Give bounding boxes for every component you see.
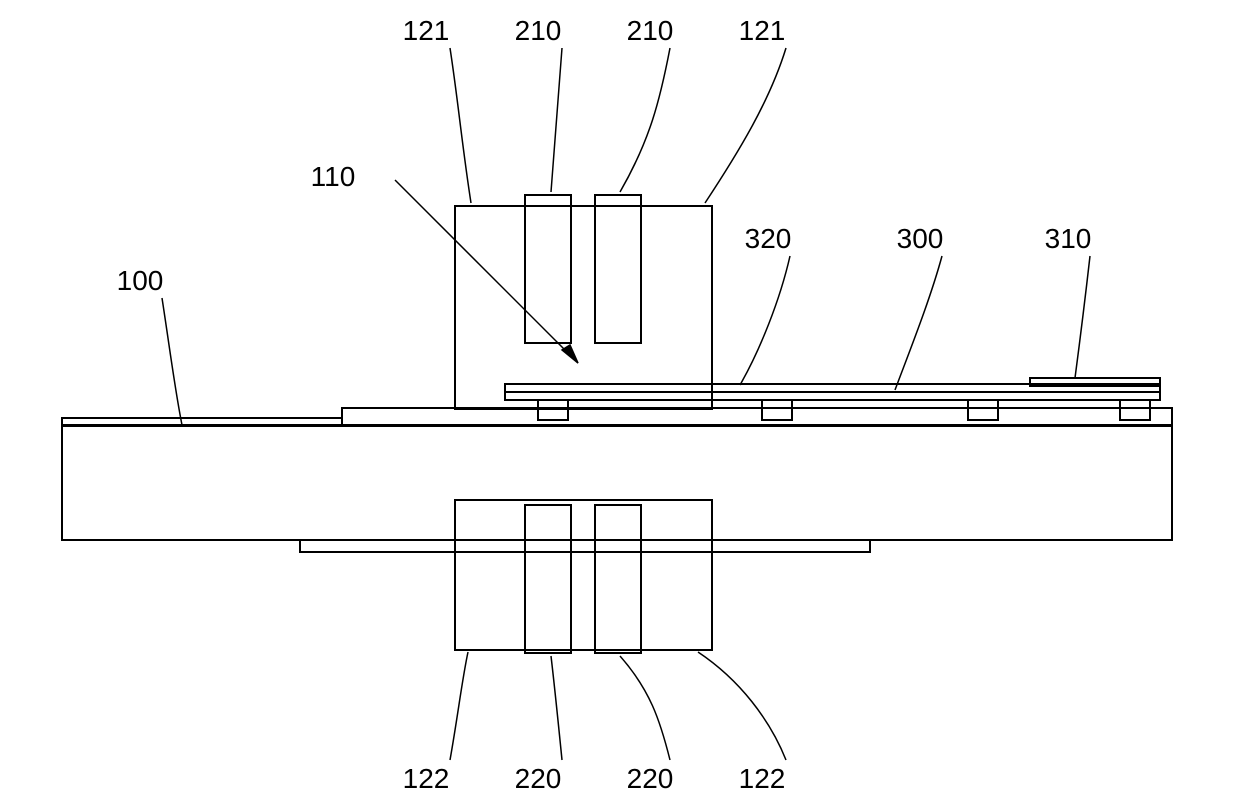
leader-l_122_left xyxy=(450,652,468,760)
label-lbl_122_right: 122 xyxy=(739,763,786,794)
leader-l_310 xyxy=(1075,256,1090,378)
label-lbl_210_right: 210 xyxy=(627,15,674,46)
label-lbl_220_right: 220 xyxy=(627,763,674,794)
label-lbl_220_left: 220 xyxy=(515,763,562,794)
shape-lower_inner_left xyxy=(525,505,571,653)
shape-center_block_bottom xyxy=(455,500,712,650)
leader-l_100 xyxy=(162,298,182,425)
technical-diagram: 121 210 210 121 110 100 320 300 310 122 220 220 122 xyxy=(0,0,1240,800)
leader-l_210_left xyxy=(551,48,562,192)
shape-top_small_box_4 xyxy=(1120,400,1150,420)
label-lbl_100: 100 xyxy=(117,265,164,296)
leader-l_220_right xyxy=(620,656,670,760)
label-lbl_121_left: 121 xyxy=(403,15,450,46)
label-lbl_122_left: 122 xyxy=(403,763,450,794)
shape-bottom_strip xyxy=(300,540,870,552)
leader-l_121_right xyxy=(705,48,786,203)
arrow-110-line xyxy=(395,180,578,363)
leader-l_210_right xyxy=(620,48,670,192)
arrow-110-head xyxy=(562,345,578,363)
shapes-group xyxy=(62,195,1172,653)
label-lbl_210_left: 210 xyxy=(515,15,562,46)
leader-l_220_left xyxy=(551,656,562,760)
label-lbl_300: 300 xyxy=(897,223,944,254)
shape-upper_inner_left xyxy=(525,195,571,343)
shape-main_body xyxy=(62,425,1172,540)
leader-l_122_right xyxy=(698,652,786,760)
shape-top_thin_layer xyxy=(505,392,1160,400)
label-lbl_110: 110 xyxy=(311,161,356,192)
shape-top_small_box_3 xyxy=(968,400,998,420)
label-lbl_121_right: 121 xyxy=(739,15,786,46)
leader-l_121_left xyxy=(450,48,471,203)
shape-lower_inner_right xyxy=(595,505,641,653)
labels-group: 121 210 210 121 110 100 320 300 310 122 220 220 122 xyxy=(117,15,1092,794)
label-lbl_310: 310 xyxy=(1045,223,1092,254)
leader-l_320 xyxy=(740,256,790,385)
shape-top_plate_right xyxy=(342,408,1172,426)
shape-upper_inner_right xyxy=(595,195,641,343)
shape-top_small_box_2 xyxy=(762,400,792,420)
shape-center_block_top xyxy=(455,206,712,409)
leader-l_300 xyxy=(895,256,942,390)
label-lbl_320: 320 xyxy=(745,223,792,254)
